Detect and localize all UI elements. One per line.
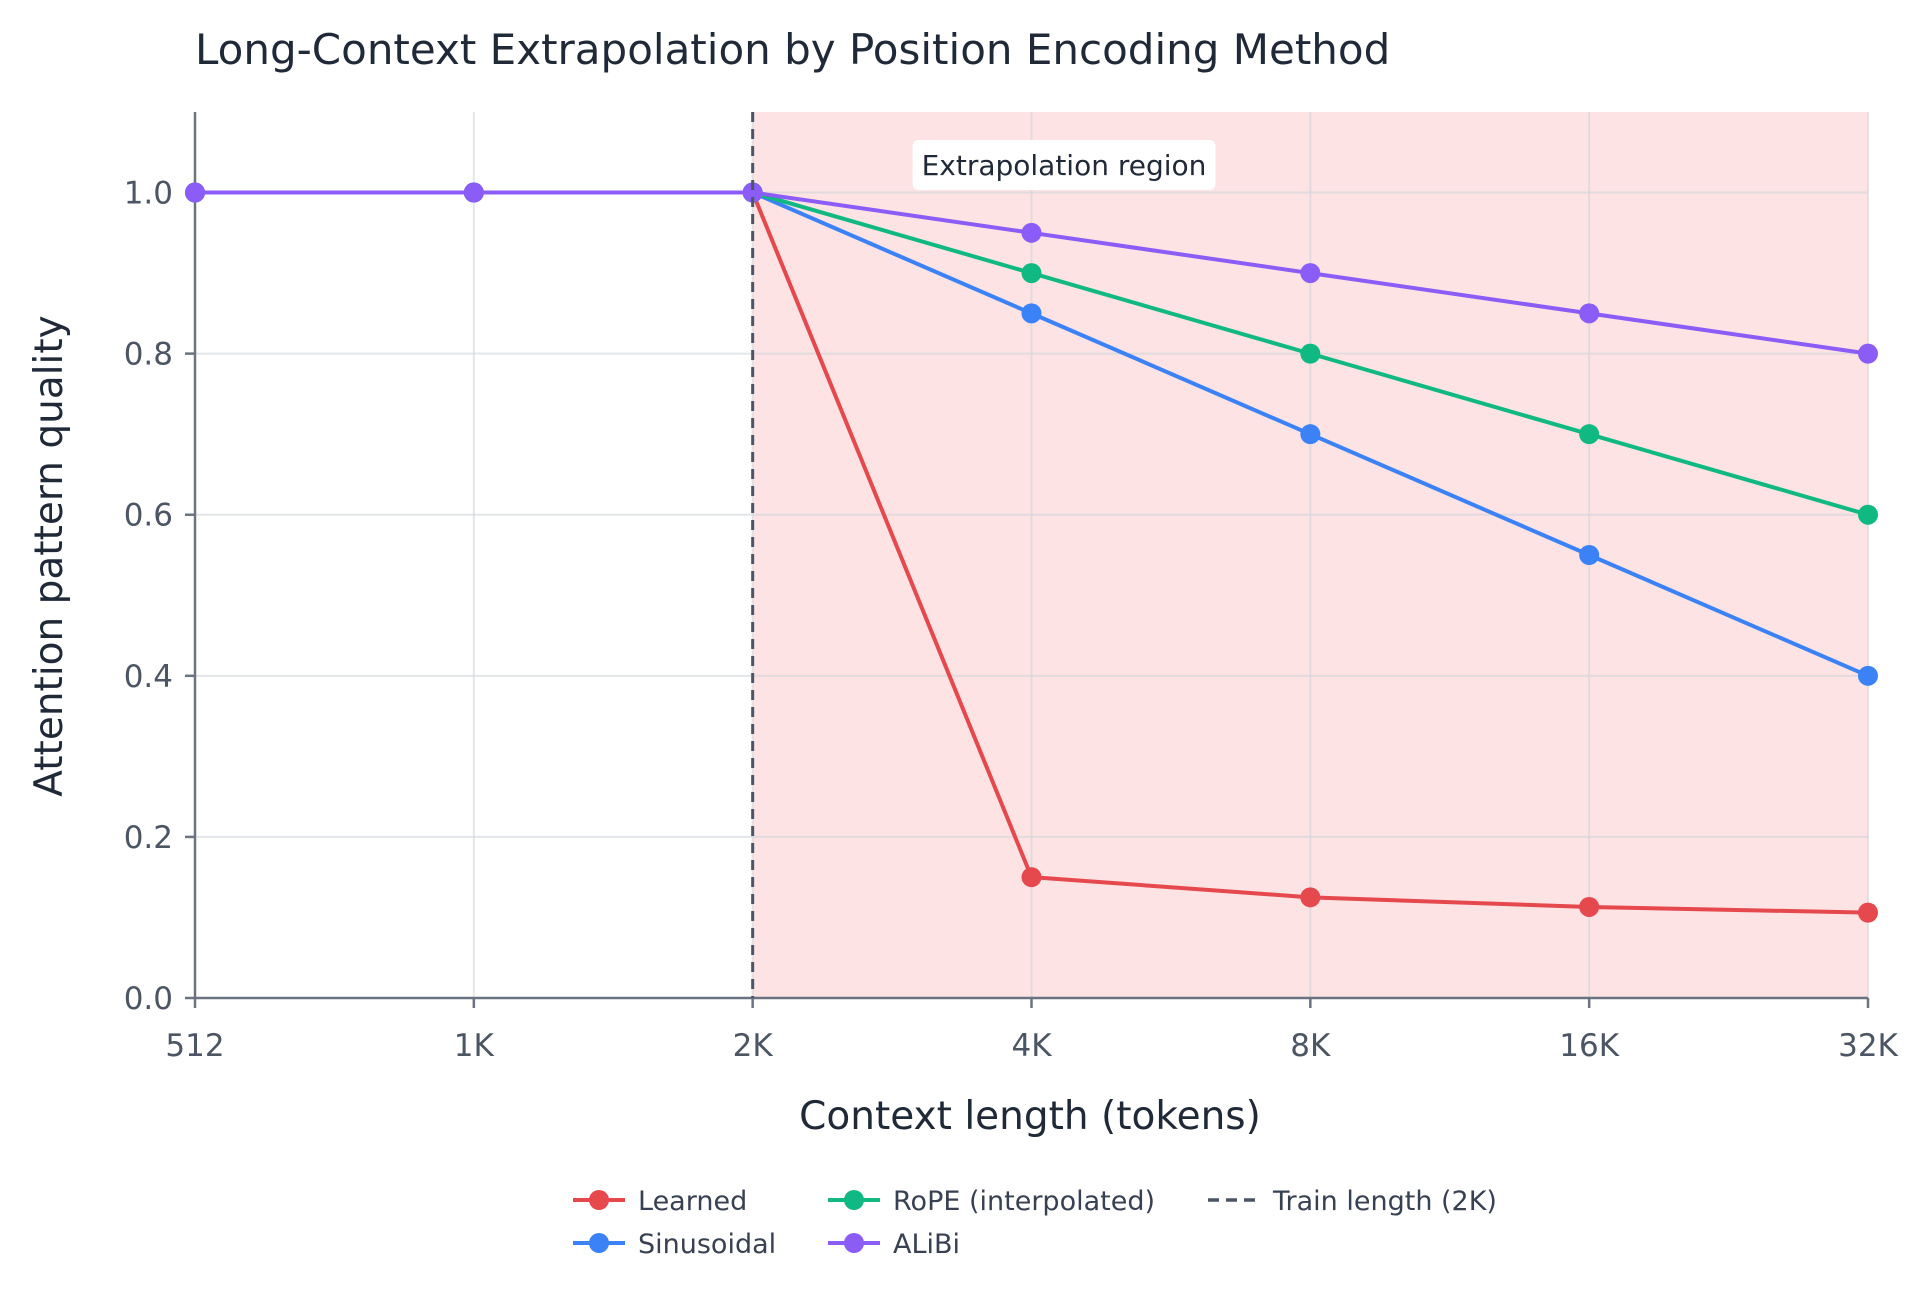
data-point-learned	[1858, 902, 1878, 923]
data-point-rope-interpolated	[1300, 343, 1321, 364]
y-axis-label: Attention pattern quality	[27, 315, 72, 797]
data-point-alibi	[1858, 343, 1878, 364]
data-point-learned	[1300, 887, 1321, 908]
data-point-learned	[1021, 867, 1042, 888]
data-point-sinusoidal	[1858, 665, 1878, 686]
data-point-sinusoidal	[1021, 303, 1042, 324]
data-point-alibi	[1021, 222, 1042, 243]
data-point-alibi	[463, 182, 484, 203]
extrapolation-label: Extrapolation region	[922, 149, 1207, 182]
legend-label-rope-interpolated: RoPE (interpolated)	[893, 1186, 1155, 1217]
y-tick-label: 0.6	[124, 498, 173, 534]
x-tick-label: 16K	[1559, 1028, 1619, 1064]
data-point-alibi	[742, 182, 763, 203]
extrapolation-label-box	[912, 140, 1216, 190]
chart-title: Long-Context Extrapolation by Position E…	[195, 25, 1390, 74]
legend-marker-rope-interpolated	[844, 1190, 864, 1210]
x-axis-label: Context length (tokens)	[799, 1094, 1261, 1139]
x-tick-label: 1K	[454, 1028, 495, 1064]
x-tick-label: 32K	[1838, 1028, 1898, 1064]
data-point-alibi	[1300, 263, 1321, 284]
data-point-rope-interpolated	[1858, 504, 1878, 525]
x-tick-label: 512	[165, 1028, 224, 1064]
legend-label-train-length-2k: Train length (2K)	[1272, 1186, 1497, 1217]
x-tick-label: 2K	[733, 1028, 774, 1064]
legend-label-sinusoidal: Sinusoidal	[638, 1229, 776, 1260]
legend: Learned Sinusoidal RoPE (interpolated) ALiB…	[573, 1186, 1497, 1260]
legend-marker-learned	[589, 1190, 609, 1210]
legend-label-alibi: ALiBi	[893, 1229, 960, 1260]
y-tick-label: 1.0	[124, 176, 173, 212]
y-tick-label: 0.8	[124, 337, 173, 373]
y-tick-label: 0.2	[124, 820, 173, 856]
data-point-sinusoidal	[1300, 424, 1321, 445]
data-point-sinusoidal	[1579, 545, 1600, 565]
data-point-alibi	[1579, 303, 1600, 324]
legend-marker-alibi	[844, 1233, 864, 1253]
data-point-rope-interpolated	[1021, 263, 1042, 284]
x-tick-label: 8K	[1290, 1028, 1331, 1064]
plot-area: 0.0 0.2 0.4 0.6 0.8 1.0 512 1K 2K 4K 8K 16K 32K Extra…	[124, 112, 1899, 1064]
x-tick-label: 4K	[1011, 1028, 1052, 1064]
legend-label-learned: Learned	[638, 1186, 747, 1217]
data-point-rope-interpolated	[1579, 424, 1600, 445]
y-tick-label: 0.4	[124, 659, 173, 695]
data-point-alibi	[185, 182, 205, 203]
data-point-learned	[1579, 896, 1600, 917]
legend-marker-sinusoidal	[589, 1233, 609, 1253]
y-tick-label: 0.0	[124, 981, 173, 1017]
